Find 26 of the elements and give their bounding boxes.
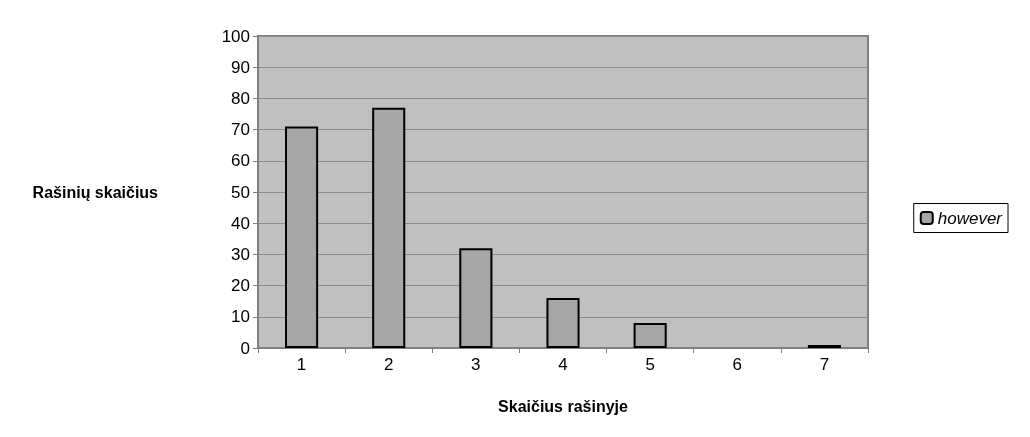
bar [459, 248, 493, 348]
y-tick-label: 10 [231, 307, 250, 327]
y-tick-label: 40 [231, 213, 250, 233]
y-tick-label: 70 [231, 120, 250, 140]
y-axis-title: Rašinių skaičius [32, 183, 159, 201]
x-tick-label: 3 [471, 355, 481, 374]
y-tick-label: 0 [240, 338, 250, 358]
x-tick-label: 5 [645, 355, 655, 374]
x-axis-title: Skaičius rašinyje [498, 397, 629, 415]
y-tick-label: 50 [231, 182, 250, 202]
y-tick-label: 90 [231, 57, 250, 77]
x-tick-label: 2 [383, 355, 394, 374]
bar [372, 107, 406, 348]
y-tick-label: 100 [221, 26, 250, 46]
x-tick-label: 6 [732, 355, 743, 374]
bar [285, 126, 319, 348]
y-tick-label: 80 [231, 88, 250, 108]
bar [633, 323, 667, 348]
y-tick-label: 20 [231, 276, 250, 296]
x-tick-label: 1 [296, 355, 307, 374]
legend-label: however [937, 208, 1004, 228]
x-tick-label: 4 [558, 355, 568, 374]
x-tick-label: 7 [819, 355, 830, 374]
bar [546, 298, 580, 348]
y-tick-label: 30 [231, 244, 250, 264]
y-tick-label: 60 [231, 151, 250, 171]
